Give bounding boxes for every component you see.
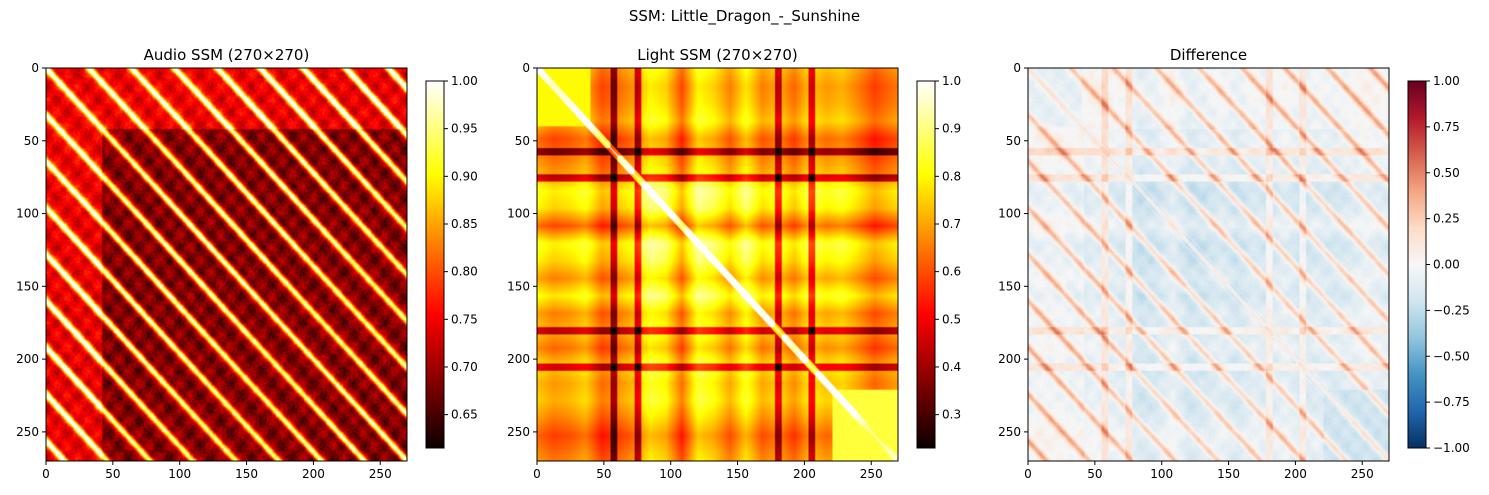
x-tick-label: 0 bbox=[1024, 467, 1032, 481]
difference-image-holder bbox=[1028, 68, 1389, 461]
colorbar-tick-label: 1.00 bbox=[451, 74, 478, 88]
light-ssm-colorbar bbox=[916, 80, 936, 449]
y-tick-label: 200 bbox=[507, 352, 530, 366]
colorbar-tick-label: −0.25 bbox=[1433, 303, 1470, 317]
light-ssm-heatmap bbox=[537, 68, 898, 461]
light-ssm-panel: Light SSM (270×270) 0 50 100 150 200 250 0 50 10… bbox=[507, 46, 961, 481]
x-tick-label: 50 bbox=[1087, 467, 1102, 481]
x-tick-label: 0 bbox=[42, 467, 50, 481]
light-ssm-axes-frame bbox=[536, 67, 899, 462]
audio-ssm-axes-frame bbox=[45, 67, 408, 462]
y-tick-label: 0 bbox=[1013, 61, 1021, 75]
figure-suptitle: SSM: Little_Dragon_-_Sunshine bbox=[628, 7, 861, 25]
colorbar-tick-label: 0.5 bbox=[942, 312, 961, 326]
colorbar-tick-label: 0.75 bbox=[451, 312, 478, 326]
y-tick-label: 100 bbox=[16, 207, 39, 221]
x-tick-label: 200 bbox=[793, 467, 816, 481]
colorbar-tick-label: 0.90 bbox=[451, 169, 478, 183]
x-tick-label: 100 bbox=[168, 467, 191, 481]
x-tick-label: 150 bbox=[1217, 467, 1240, 481]
y-tick-label: 0 bbox=[31, 61, 39, 75]
x-tick-label: 200 bbox=[302, 467, 325, 481]
y-tick-label: 200 bbox=[998, 352, 1021, 366]
light-ssm-title: Light SSM (270×270) bbox=[637, 46, 798, 64]
light-ssm-image-holder bbox=[537, 68, 898, 461]
light-ssm-colorbar-ticks: 0.3 0.4 0.5 0.6 0.7 0.8 0.9 1.0 bbox=[935, 74, 961, 422]
x-tick-label: 100 bbox=[659, 467, 682, 481]
colorbar-tick-label: −1.00 bbox=[1433, 441, 1470, 455]
light-ssm-ticks: 0 50 100 150 200 250 0 50 100 150 200 250 bbox=[507, 61, 883, 481]
audio-ssm-ticks: 0 50 100 150 200 250 0 50 100 150 200 250 bbox=[16, 61, 392, 481]
y-tick-label: 150 bbox=[16, 279, 39, 293]
x-tick-label: 250 bbox=[860, 467, 883, 481]
colorbar-tick-label: 0.6 bbox=[942, 265, 961, 279]
difference-colorbar-ticks: −1.00 −0.75 −0.50 −0.25 0.00 0.25 0.50 0.75 1.00 bbox=[1426, 74, 1470, 455]
colorbar-tick-label: 0.00 bbox=[1433, 258, 1460, 272]
colorbar-tick-label: 0.70 bbox=[451, 360, 478, 374]
colorbar-tick-label: 0.95 bbox=[451, 122, 478, 136]
y-tick-label: 50 bbox=[515, 134, 530, 148]
y-tick-label: 200 bbox=[16, 352, 39, 366]
colorbar-tick-label: 0.7 bbox=[942, 217, 961, 231]
x-tick-label: 100 bbox=[1150, 467, 1173, 481]
colorbar-tick-label: 0.3 bbox=[942, 408, 961, 422]
y-tick-label: 150 bbox=[998, 279, 1021, 293]
difference-colorbar bbox=[1407, 80, 1427, 449]
y-tick-label: 250 bbox=[507, 425, 530, 439]
colorbar-tick-label: 0.85 bbox=[451, 217, 478, 231]
x-tick-label: 50 bbox=[105, 467, 120, 481]
y-tick-label: 0 bbox=[522, 61, 530, 75]
colorbar-tick-label: 0.75 bbox=[1433, 120, 1460, 134]
y-tick-label: 50 bbox=[1006, 134, 1021, 148]
colorbar-tick-label: 1.00 bbox=[1433, 74, 1460, 88]
colorbar-tick-label: −0.50 bbox=[1433, 349, 1470, 363]
x-tick-label: 0 bbox=[533, 467, 541, 481]
y-tick-label: 100 bbox=[507, 207, 530, 221]
x-tick-label: 250 bbox=[1351, 467, 1374, 481]
colorbar-tick-label: 0.65 bbox=[451, 408, 478, 422]
audio-ssm-panel: Audio SSM (270×270) 0 50 100 150 200 250 0 50 10… bbox=[16, 46, 478, 481]
colorbar-tick-label: 0.25 bbox=[1433, 212, 1460, 226]
x-tick-label: 250 bbox=[369, 467, 392, 481]
audio-ssm-colorbar bbox=[425, 80, 445, 449]
colorbar-tick-label: 0.9 bbox=[942, 122, 961, 136]
x-tick-label: 150 bbox=[235, 467, 258, 481]
difference-axes-frame bbox=[1027, 67, 1390, 462]
x-tick-label: 150 bbox=[726, 467, 749, 481]
colorbar-tick-label: 0.4 bbox=[942, 360, 961, 374]
audio-ssm-heatmap bbox=[46, 68, 407, 461]
colorbar-tick-label: 1.0 bbox=[942, 74, 961, 88]
difference-panel: Difference 0 50 100 150 200 250 0 50 100 150 200 25… bbox=[998, 46, 1470, 481]
audio-ssm-image-holder bbox=[46, 68, 407, 461]
colorbar-tick-label: 0.80 bbox=[451, 265, 478, 279]
y-tick-label: 150 bbox=[507, 279, 530, 293]
colorbar-tick-label: 0.50 bbox=[1433, 166, 1460, 180]
audio-ssm-title: Audio SSM (270×270) bbox=[144, 46, 310, 64]
difference-heatmap bbox=[1028, 68, 1389, 461]
audio-ssm-colorbar-ticks: 0.65 0.70 0.75 0.80 0.85 0.90 0.95 1.00 bbox=[444, 74, 478, 422]
x-tick-label: 200 bbox=[1284, 467, 1307, 481]
difference-title: Difference bbox=[1170, 46, 1247, 64]
x-tick-label: 50 bbox=[596, 467, 611, 481]
colorbar-tick-label: −0.75 bbox=[1433, 395, 1470, 409]
y-tick-label: 250 bbox=[998, 425, 1021, 439]
colorbar-tick-label: 0.8 bbox=[942, 169, 961, 183]
y-tick-label: 50 bbox=[24, 134, 39, 148]
difference-ticks: 0 50 100 150 200 250 0 50 100 150 200 250 bbox=[998, 61, 1374, 481]
y-tick-label: 100 bbox=[998, 207, 1021, 221]
y-tick-label: 250 bbox=[16, 425, 39, 439]
